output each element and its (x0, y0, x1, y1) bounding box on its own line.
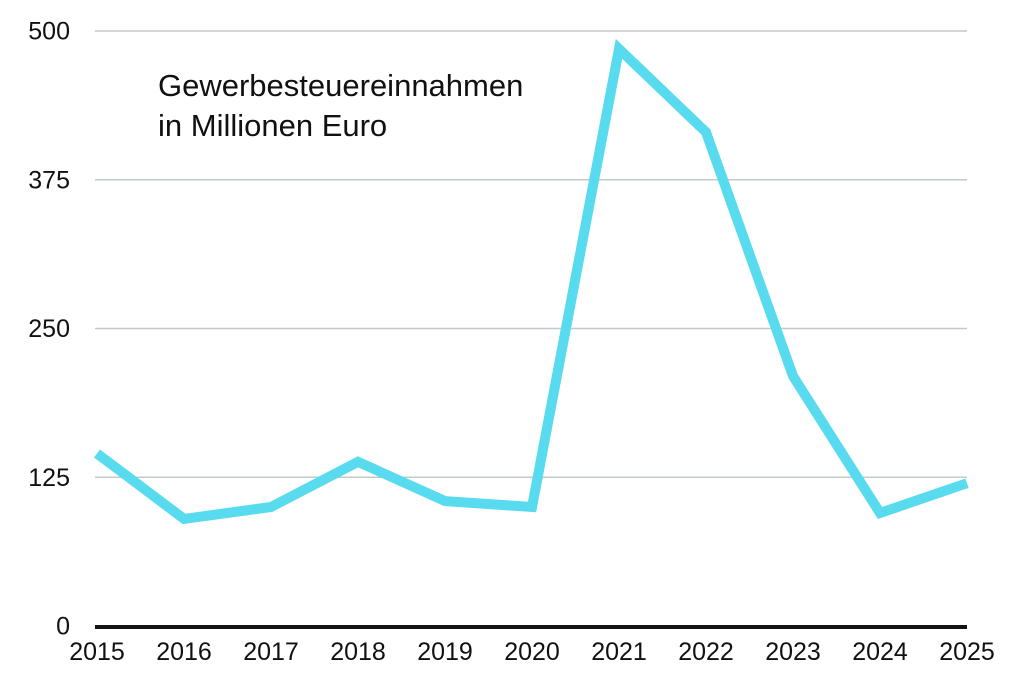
x-tick-label: 2019 (417, 638, 473, 666)
x-tick-label: 2022 (678, 638, 734, 666)
data-line (93, 38, 969, 525)
chart-title-line1: Gewerbesteuereinnahmen (158, 68, 524, 103)
y-tick-label: 125 (28, 464, 70, 492)
x-tick-label: 2016 (156, 638, 212, 666)
x-tick-label: 2018 (330, 638, 386, 666)
x-tick-label: 2015 (69, 638, 125, 666)
chart-title-line2: in Millionen Euro (158, 108, 388, 143)
x-tick-label: 2024 (852, 638, 908, 666)
y-tick-label: 375 (28, 166, 70, 194)
y-tick-label: 500 (28, 18, 70, 46)
y-tick-label: 250 (28, 315, 70, 343)
x-tick-label: 2021 (591, 638, 647, 666)
y-tick-label: 0 (56, 613, 70, 641)
x-tick-label: 2020 (504, 638, 560, 666)
chart-title: Gewerbesteuereinnahmen in Millionen Euro (158, 66, 523, 146)
x-tick-label: 2025 (939, 638, 995, 666)
x-tick-label: 2017 (243, 638, 299, 666)
x-tick-label: 2023 (765, 638, 821, 666)
